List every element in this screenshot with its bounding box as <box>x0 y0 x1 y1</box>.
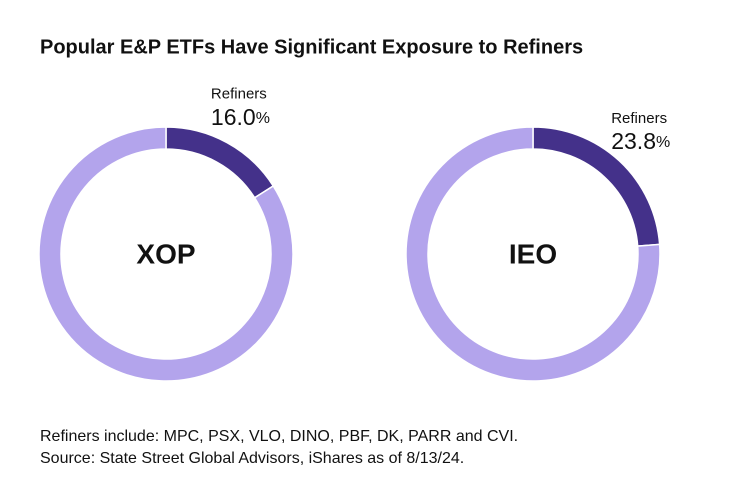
title: Popular E&P ETFs Have Significant Exposu… <box>40 36 583 58</box>
center-label: XOP <box>136 238 195 269</box>
segment-label: Refiners <box>611 110 667 127</box>
center-label: IEO <box>509 238 557 269</box>
donut-segment <box>405 126 661 382</box>
value-label: 23.8% <box>611 128 670 154</box>
value-label: 16.0% <box>211 104 270 130</box>
note: Refiners include: MPC, PSX, VLO, DINO, P… <box>40 428 518 445</box>
donut-segment <box>38 126 294 382</box>
note: Source: State Street Global Advisors, iS… <box>40 450 464 467</box>
donut-segment <box>165 126 275 199</box>
segment-label: Refiners <box>211 86 267 103</box>
